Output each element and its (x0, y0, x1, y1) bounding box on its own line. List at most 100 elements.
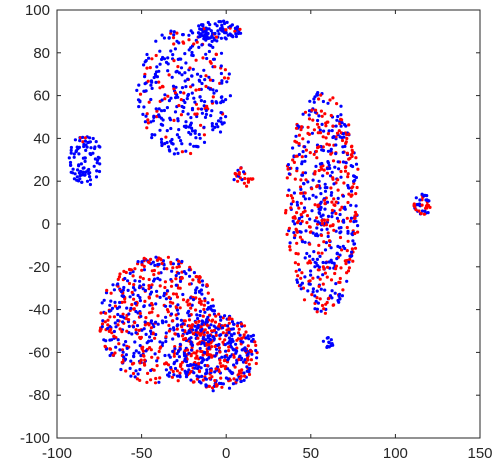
data-point (312, 128, 316, 132)
data-point (289, 206, 293, 210)
data-point (102, 338, 106, 342)
data-point (155, 109, 159, 113)
data-point (196, 336, 200, 340)
data-point (183, 354, 187, 358)
data-point (124, 340, 128, 344)
data-point (127, 324, 131, 328)
data-point (208, 338, 213, 342)
data-point (114, 325, 118, 329)
data-point (327, 296, 331, 300)
data-point (219, 101, 223, 105)
data-point (180, 259, 184, 264)
data-point (302, 194, 306, 198)
data-point (200, 43, 204, 47)
data-point (206, 315, 210, 319)
data-point (315, 296, 319, 300)
data-point (190, 91, 194, 95)
data-point (285, 232, 289, 236)
data-point (348, 257, 352, 261)
data-point (299, 276, 303, 280)
data-point (338, 276, 342, 281)
data-point (201, 56, 205, 60)
data-point (180, 334, 185, 338)
data-point (123, 276, 127, 281)
data-point (334, 264, 338, 268)
data-point (291, 199, 295, 204)
data-point (233, 172, 237, 176)
data-point (177, 334, 181, 338)
data-point (330, 211, 334, 215)
data-point (133, 301, 137, 305)
data-point (246, 180, 250, 184)
data-point (142, 283, 146, 287)
data-point (307, 225, 312, 229)
data-point (346, 175, 350, 179)
data-point (331, 343, 335, 347)
data-point (135, 324, 140, 328)
data-point (311, 276, 315, 280)
data-point (325, 171, 329, 175)
data-point (171, 369, 175, 374)
data-point (161, 320, 165, 324)
data-point (210, 99, 214, 103)
data-point (293, 139, 297, 143)
data-point (175, 39, 179, 43)
data-point (255, 356, 259, 360)
data-point (181, 33, 185, 37)
data-point (343, 205, 347, 209)
data-point (311, 178, 315, 182)
data-point (173, 110, 178, 114)
data-point (169, 260, 173, 264)
data-point (195, 333, 199, 338)
data-point (188, 302, 192, 306)
data-point (298, 235, 302, 239)
data-point (221, 100, 225, 104)
data-point (183, 79, 187, 83)
data-point (206, 291, 210, 295)
data-point (133, 321, 137, 325)
data-point (146, 118, 150, 122)
y-tick-label: 100 (25, 2, 50, 19)
data-point (284, 211, 288, 215)
data-point (293, 215, 297, 219)
data-point (197, 45, 201, 50)
data-point (120, 300, 124, 304)
data-point (177, 135, 181, 139)
data-point (218, 337, 222, 341)
data-point (242, 324, 247, 328)
data-point (296, 274, 300, 278)
data-point (246, 334, 250, 338)
data-point (241, 360, 246, 364)
data-point (297, 268, 301, 272)
data-point (155, 294, 159, 298)
data-point (414, 196, 418, 200)
data-point (176, 119, 180, 123)
data-point (164, 368, 168, 372)
data-point (324, 302, 328, 306)
data-point (162, 108, 166, 113)
data-point (204, 372, 208, 376)
data-point (313, 294, 317, 298)
data-point (116, 277, 120, 281)
data-point (347, 186, 351, 190)
data-point (339, 266, 343, 270)
data-point (306, 125, 310, 129)
data-point (141, 277, 145, 281)
data-point (199, 123, 203, 127)
data-point (198, 313, 202, 318)
data-point (325, 200, 330, 204)
data-point (71, 171, 75, 175)
data-point (209, 29, 213, 33)
data-point (309, 273, 313, 277)
data-point (230, 320, 235, 324)
data-point (338, 208, 342, 212)
data-point (206, 20, 210, 25)
data-point (335, 118, 339, 122)
data-point (191, 332, 195, 336)
data-point (172, 33, 176, 37)
data-point (210, 355, 214, 359)
data-point (137, 328, 141, 332)
data-point (200, 81, 204, 86)
data-point (336, 196, 340, 200)
data-point (319, 233, 324, 237)
